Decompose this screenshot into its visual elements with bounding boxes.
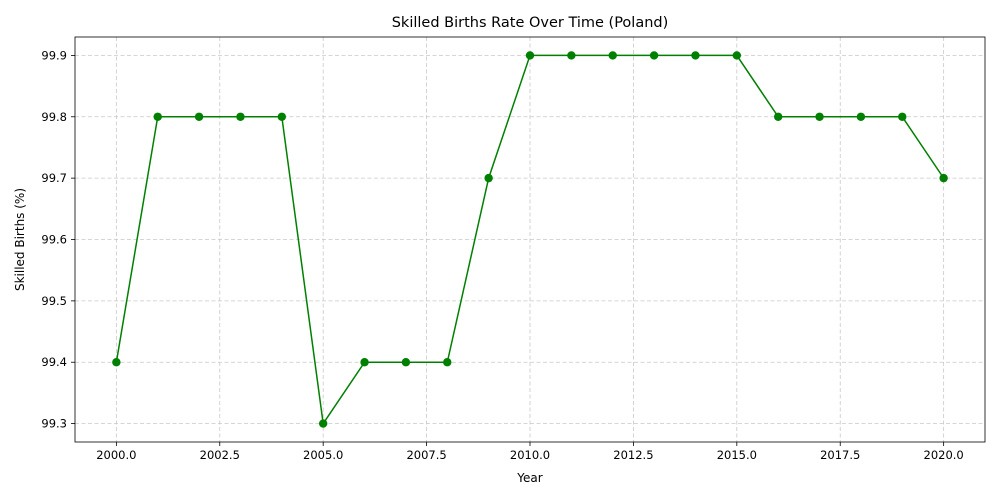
y-tick-label: 99.3 [41,417,67,431]
x-tick-label: 2012.5 [613,448,653,462]
data-point [484,173,493,183]
data-point [898,112,907,121]
x-tick-label: 2007.5 [406,448,446,462]
y-tick-label: 99.4 [41,355,67,369]
data-point [401,358,411,367]
data-point [815,112,824,121]
data-point [277,112,287,121]
y-tick-label: 99.5 [41,294,67,308]
x-tick-label: 2017.5 [820,448,860,462]
y-tick-label: 99.6 [41,233,67,247]
data-point [691,51,700,60]
data-point [939,173,948,183]
grid-lines [75,37,985,442]
x-tick-label: 2020.0 [924,448,964,462]
x-tick-label: 2005.0 [303,448,343,462]
data-point [236,112,245,121]
data-point [153,112,162,121]
data-series [112,51,948,428]
data-point [856,112,866,121]
data-point [649,51,659,60]
data-point [194,112,204,121]
data-point [525,51,535,60]
data-point [443,358,452,367]
y-tick-label: 99.8 [41,110,67,124]
y-tick-label: 99.9 [41,48,67,62]
data-point [608,51,617,60]
x-tick-label: 2002.5 [200,448,240,462]
chart-title: Skilled Births Rate Over Time (Poland) [392,15,669,31]
x-tick-label: 2000.0 [96,448,136,462]
data-point [567,51,576,60]
data-point [773,112,783,121]
x-axis-label: Year [516,471,542,485]
y-tick-label: 99.7 [41,171,67,185]
x-tick-label: 2010.0 [510,448,550,462]
x-axis-ticks: 2000.0 2002.5 2005.0 2007.5 2010.0 2012.5 2015… [96,442,964,462]
data-point [360,358,369,367]
y-axis-ticks: 99.3 99.4 99.5 99.6 99.7 99.8 99.9 [41,48,75,431]
data-point [112,358,121,367]
x-tick-label: 2015.0 [717,448,757,462]
data-point [732,51,742,60]
y-axis-label: Skilled Births (%) [13,188,27,291]
data-point [318,419,328,428]
